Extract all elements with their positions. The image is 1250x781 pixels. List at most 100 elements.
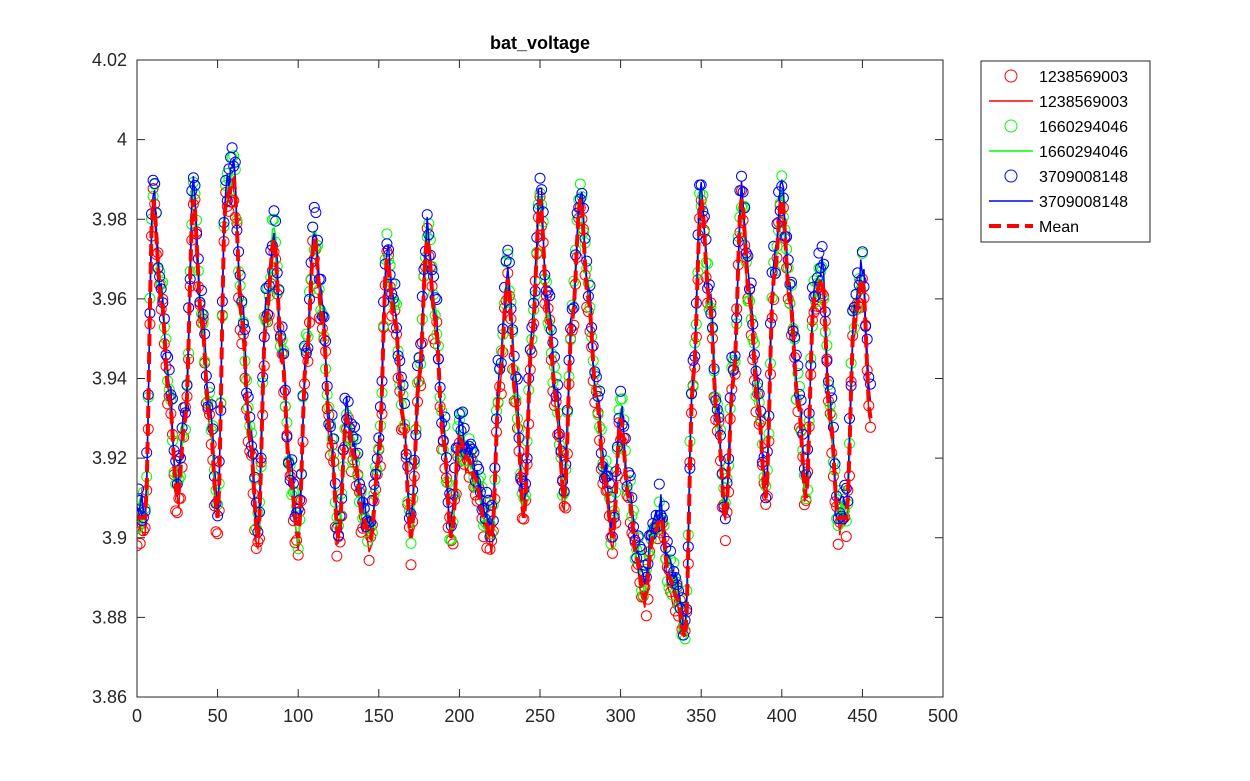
data-point-3709008148 (650, 509, 662, 521)
data-point-3709008148 (865, 378, 876, 390)
data-point-3709008148 (549, 351, 560, 363)
data-point-3709008148 (137, 483, 145, 495)
legend-entry: 3709008148 (1004, 169, 1128, 186)
data-point-3709008148 (658, 500, 670, 512)
data-point-1660294046 (502, 248, 514, 260)
data-point-1238569003 (210, 526, 222, 538)
data-point-1660294046 (616, 393, 628, 405)
data-point-1238569003 (640, 610, 652, 622)
legend-entry: 1238569003 (1004, 69, 1128, 86)
data-point-1660294046 (605, 538, 617, 550)
series-line-mean (137, 174, 873, 639)
legend-label: 1660294046 (1039, 119, 1128, 136)
data-point-1660294046 (550, 371, 562, 383)
data-point-3709008148 (366, 494, 378, 506)
data-point-3709008148 (661, 536, 673, 547)
data-point-3709008148 (149, 178, 161, 189)
data-point-3709008148 (653, 478, 665, 490)
data-point-1238569003 (719, 535, 731, 547)
x-tick-label: 50 (208, 706, 228, 726)
data-point-3709008148 (381, 238, 393, 250)
legend-marker-circle (1004, 169, 1018, 183)
data-point-3709008148 (412, 360, 423, 372)
data-point-3709008148 (226, 142, 238, 154)
data-point-3709008148 (840, 482, 852, 494)
x-tick-label: 350 (686, 706, 716, 726)
data-point-3709008148 (345, 418, 357, 430)
legend-entry: Mean (989, 219, 1079, 236)
data-point-1238569003 (568, 319, 580, 331)
x-tick-label: 0 (132, 706, 142, 726)
data-point-1660294046 (613, 404, 625, 416)
data-point-1238569003 (171, 507, 183, 519)
axes: 0 50 100 150 200 250 300 350 400 450 500 3.86 3.88 3.… (92, 50, 958, 726)
legend-label: 3709008148 (1039, 169, 1128, 186)
data-point-3709008148 (270, 215, 282, 227)
x-tick-label: 450 (847, 706, 877, 726)
data-point-3709008148 (205, 399, 217, 411)
data-point-3709008148 (428, 271, 440, 282)
y-tick-label: 3.88 (92, 607, 127, 627)
data-point-3709008148 (590, 371, 602, 383)
data-point-3709008148 (399, 398, 411, 409)
data-point-1238569003 (137, 540, 143, 552)
data-point-3709008148 (326, 409, 338, 421)
plot-area (137, 142, 876, 645)
data-point-1660294046 (157, 276, 169, 288)
data-point-3709008148 (292, 503, 304, 515)
legend-label: 1238569003 (1039, 69, 1128, 86)
chart-title: bat_voltage (490, 33, 590, 53)
data-point-3709008148 (544, 290, 556, 302)
data-point-3709008148 (455, 425, 467, 437)
data-point-3709008148 (534, 172, 546, 184)
x-tick-label: 500 (928, 706, 958, 726)
data-point-3709008148 (468, 446, 480, 458)
data-point-3709008148 (229, 156, 241, 168)
data-point-3709008148 (486, 499, 498, 511)
legend-entry: 1238569003 (989, 94, 1128, 111)
data-point-3709008148 (473, 463, 485, 475)
data-point-3709008148 (811, 272, 823, 284)
data-point-3709008148 (310, 207, 322, 219)
data-point-1660294046 (137, 523, 143, 535)
legend-entry: 3709008148 (989, 194, 1128, 211)
data-point-3709008148 (308, 201, 320, 213)
legend-entry: 1660294046 (989, 144, 1128, 161)
legend-label: 3709008148 (1039, 194, 1128, 211)
data-point-3709008148 (457, 406, 469, 418)
data-point-1238569003 (170, 505, 182, 517)
data-point-3709008148 (492, 354, 504, 366)
data-point-3709008148 (649, 523, 660, 535)
data-point-1660294046 (362, 535, 373, 547)
legend-marker-circle (1004, 119, 1018, 133)
data-point-1238569003 (363, 554, 375, 566)
data-point-3709008148 (503, 257, 515, 268)
data-point-1238569003 (495, 388, 507, 400)
data-point-3709008148 (736, 170, 747, 182)
data-point-1660294046 (300, 328, 312, 340)
data-point-3709008148 (268, 205, 280, 217)
x-tick-label: 300 (606, 706, 636, 726)
data-point-1238569003 (560, 502, 572, 514)
data-point-1660294046 (405, 537, 417, 549)
data-point-1238569003 (175, 492, 186, 504)
data-point-1238569003 (832, 538, 844, 550)
data-point-1238569003 (405, 559, 417, 571)
y-tick-label: 4 (117, 130, 127, 150)
legend-label: 1238569003 (1039, 94, 1128, 111)
data-point-3709008148 (137, 507, 143, 519)
plot-data-layer (137, 142, 876, 645)
data-point-3709008148 (790, 349, 802, 361)
data-point-1238569003 (331, 550, 343, 562)
data-point-3709008148 (429, 292, 441, 304)
data-point-3709008148 (196, 285, 207, 296)
y-tick-label: 3.9 (102, 528, 127, 548)
legend-marker-circle (1004, 69, 1018, 83)
data-point-3709008148 (813, 247, 825, 259)
data-point-1238569003 (415, 380, 427, 392)
x-tick-label: 100 (283, 706, 313, 726)
data-point-1660294046 (792, 367, 804, 379)
y-tick-label: 4.02 (92, 50, 127, 70)
y-tick-label: 3.98 (92, 209, 127, 229)
